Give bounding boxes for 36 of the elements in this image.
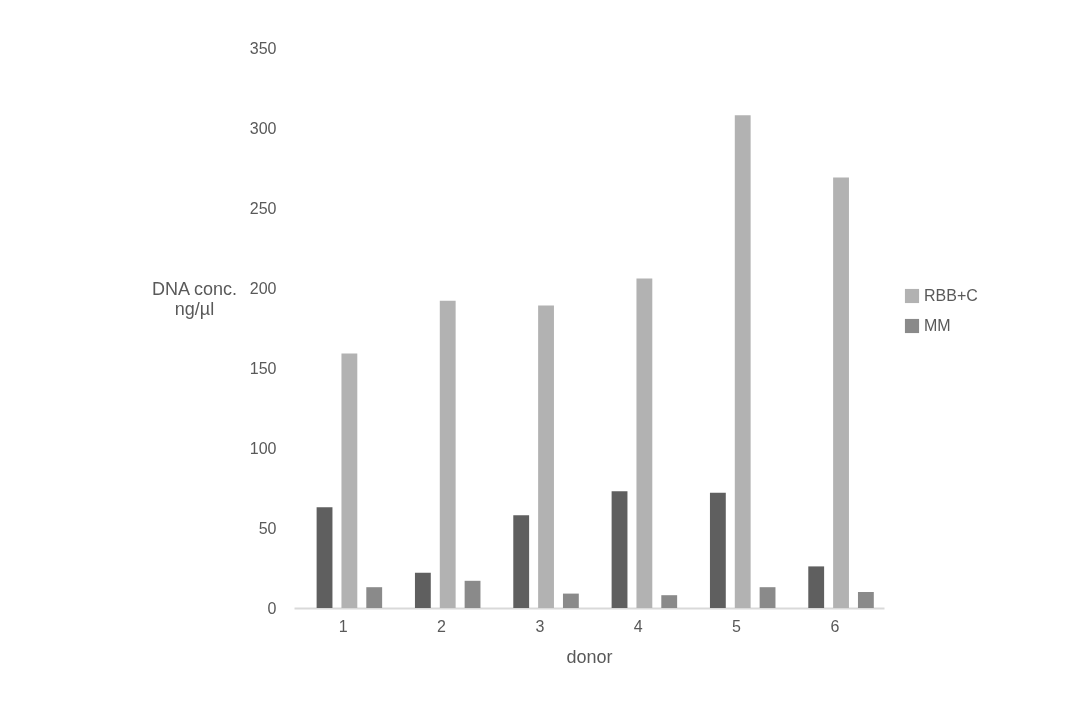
y-tick-label: 250	[249, 199, 277, 217]
bar	[661, 595, 678, 608]
bar	[734, 115, 751, 608]
bar	[808, 566, 825, 608]
x-tick-label: 2	[437, 617, 447, 635]
y-tick-label: 50	[258, 519, 277, 537]
bar	[414, 572, 431, 608]
y-tick-label: 0	[267, 599, 277, 617]
bar	[439, 300, 456, 608]
y-tick-label: 200	[249, 279, 277, 297]
bar	[562, 593, 579, 608]
x-tick-label: 3	[535, 617, 545, 635]
legend-label: RBB+C	[924, 287, 978, 304]
bar	[513, 515, 530, 608]
y-tick-label: 100	[249, 439, 277, 457]
legend-label: MM	[924, 317, 951, 334]
bar	[759, 587, 776, 608]
bar	[341, 353, 358, 608]
y-tick-label: 350	[249, 39, 277, 57]
bar	[611, 491, 628, 608]
y-axis-title: DNA conc. ng/µl	[151, 278, 238, 319]
x-tick-label: 4	[633, 617, 643, 635]
bar	[538, 305, 554, 608]
x-tick-label: 1	[338, 617, 348, 635]
x-axis-title: donor	[566, 646, 613, 667]
y-tick-label: 300	[249, 119, 277, 137]
x-tick-label: 5	[732, 617, 742, 635]
x-tick-label: 6	[830, 617, 840, 635]
bar	[709, 492, 726, 608]
bar	[464, 580, 481, 608]
bar	[857, 592, 874, 608]
bar	[636, 278, 653, 608]
y-tick-label: 150	[249, 359, 277, 377]
bar	[316, 507, 333, 608]
bar	[366, 587, 383, 608]
bar	[833, 177, 849, 608]
